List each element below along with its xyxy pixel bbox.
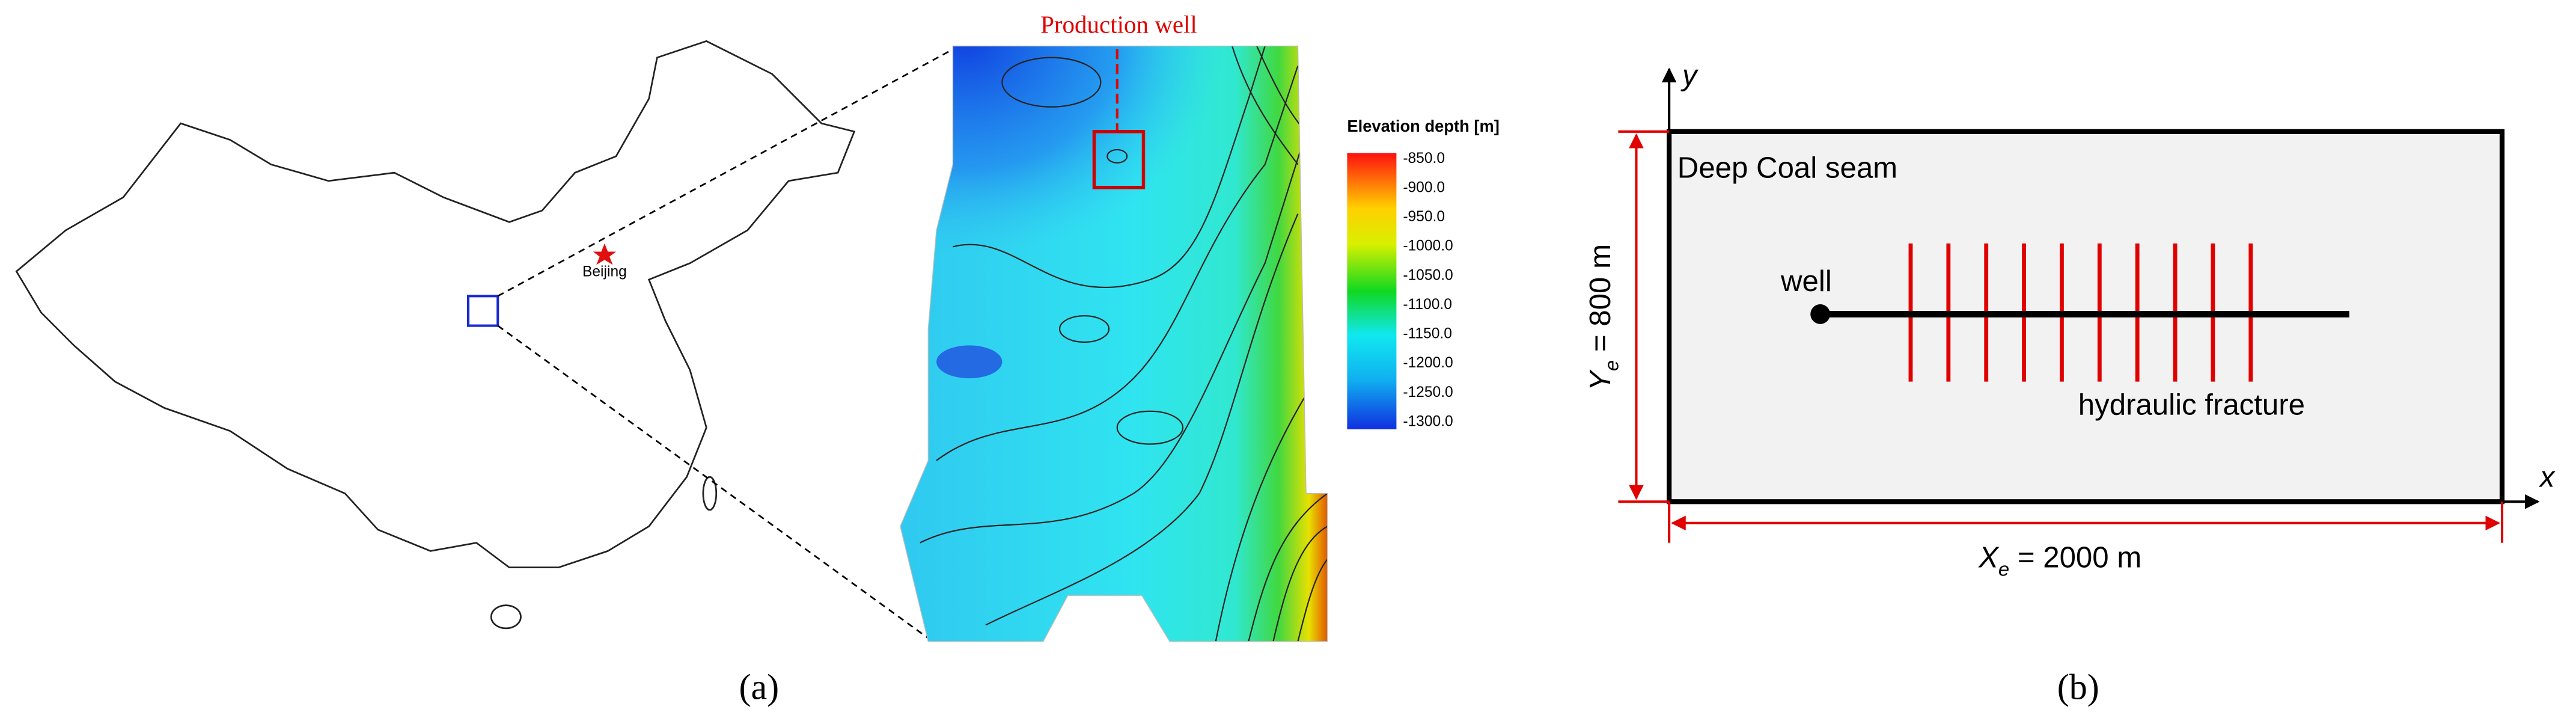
colorbar [1347, 153, 1397, 429]
well-box [1092, 130, 1146, 189]
well-label: well [1780, 265, 1832, 298]
colorbar-title: Elevation depth [m] [1347, 117, 1499, 135]
zoom-line [497, 48, 954, 297]
seam-label: Deep Coal seam [1677, 151, 1897, 184]
colorbar-label: -1200.0 [1403, 355, 1453, 371]
subscript: e [1998, 557, 2009, 580]
contour-line [920, 147, 1302, 544]
taiwan [702, 476, 718, 511]
fracture-label: hydraulic fracture [2078, 388, 2305, 421]
deep-region [936, 345, 1003, 379]
colorbar-label: -1250.0 [1403, 384, 1453, 400]
colorbar-labels: -850.0 -900.0 -950.0 -1000.0 -1050.0 -1100.0 -… [1403, 150, 1453, 430]
contour-line [1272, 526, 1328, 642]
colorbar-label: -1100.0 [1403, 296, 1452, 313]
contour-line [1248, 492, 1328, 642]
colorbar-label: -1300.0 [1403, 413, 1453, 429]
caption: (b) [2057, 667, 2099, 707]
x-axis-label: x [2539, 461, 2556, 494]
colorbar-label: -950.0 [1403, 209, 1445, 225]
contour-map [900, 46, 1328, 642]
width-label: Xe = 2000 m [1978, 541, 2141, 580]
colorbar-label: -1050.0 [1403, 267, 1453, 283]
contour-line [1058, 315, 1110, 343]
contour-line [1232, 46, 1299, 165]
value: = 800 m [1584, 244, 1617, 360]
symbol: Y [1584, 369, 1617, 391]
hainan [490, 604, 522, 630]
subscript: e [1600, 360, 1622, 371]
colorbar-label: -1000.0 [1403, 238, 1453, 254]
colorbar-label: -850.0 [1403, 150, 1445, 167]
well-head [1810, 304, 1831, 324]
colorbar-label: -1150.0 [1403, 326, 1452, 342]
colorbar-label: -900.0 [1403, 179, 1445, 195]
contour-line [1106, 149, 1128, 164]
contour-line [1297, 559, 1328, 642]
contour-line [1001, 57, 1102, 108]
study-area-box [466, 295, 499, 327]
map-border [900, 45, 1328, 642]
china-map [15, 40, 856, 630]
beijing-star [593, 243, 617, 265]
y-axis-label: y [1680, 59, 1699, 92]
value: = 2000 m [2009, 541, 2141, 574]
height-label: Ye = 800 m [1584, 244, 1623, 391]
contour-line [953, 46, 1266, 288]
contour-line [936, 66, 1299, 461]
contour-line [1215, 394, 1307, 642]
contour-line [1116, 410, 1184, 445]
beijing-label: Beijing [582, 264, 627, 280]
zoom-line [497, 325, 929, 639]
contours [920, 46, 1328, 642]
contour-line [985, 213, 1299, 626]
symbol: X [1978, 541, 2000, 574]
china-outline [15, 40, 856, 569]
production-well-label: Production well [1040, 11, 1197, 38]
caption: (a) [739, 667, 779, 707]
